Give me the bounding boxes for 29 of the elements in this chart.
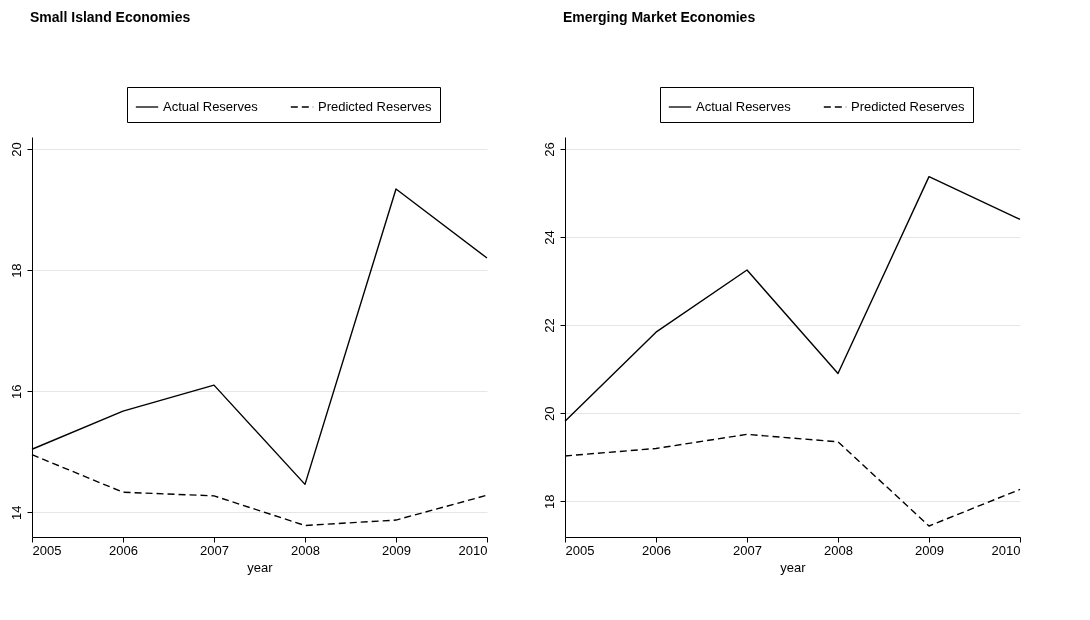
x-tick-label: 2009 [382,542,411,558]
legend-label: Actual Reserves [696,99,792,114]
y-tick-label: 24 [541,230,557,245]
y-tick-label: 18 [541,494,557,510]
x-tick-label: 2010 [991,542,1021,558]
x-tick-label: 2005 [565,542,595,558]
legend-label: Actual Reserves [163,99,259,114]
x-tick-label: 2009 [915,542,944,558]
x-tick-label: 2005 [32,542,62,558]
y-tick-label: 14 [8,505,24,520]
x-tick-label: 2006 [109,542,138,558]
x-tick-label: 2010 [458,542,488,558]
legend-label: Predicted Reserves [318,99,432,114]
x-tick-label: 2008 [824,542,853,558]
y-tick-label: 20 [541,406,557,421]
chart-title: Emerging Market Economies [563,8,756,25]
y-tick-label: 26 [541,142,557,157]
y-tick-label: 16 [8,384,24,399]
x-axis-title: year [780,559,807,575]
x-tick-label: 2008 [291,542,320,558]
chart-title: Small Island Economies [30,8,191,25]
y-tick-label: 22 [541,318,557,333]
x-tick-label: 2007 [733,542,762,558]
x-tick-label: 2006 [642,542,671,558]
y-tick-label: 20 [8,142,24,157]
y-tick-label: 18 [8,263,24,278]
x-tick-label: 2007 [200,542,229,558]
x-axis-title: year [247,559,274,575]
legend-label: Predicted Reserves [851,99,965,114]
